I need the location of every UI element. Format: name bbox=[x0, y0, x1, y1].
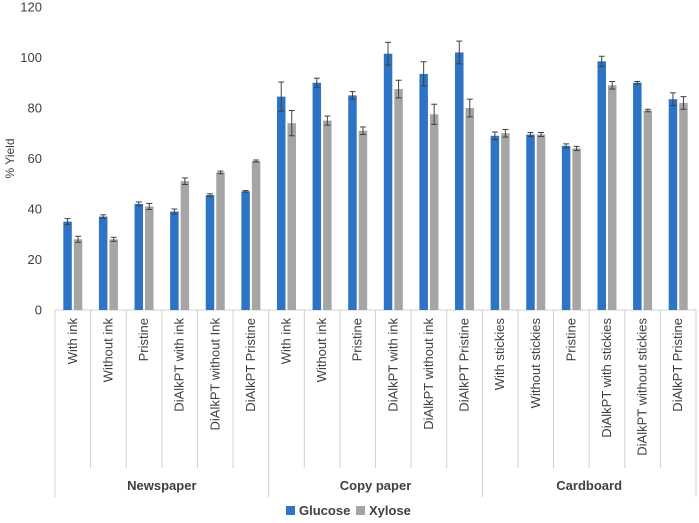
y-tick-label: 80 bbox=[28, 101, 42, 116]
bar-xylose bbox=[429, 114, 439, 310]
group-label: Copy paper bbox=[340, 478, 412, 493]
bar-glucose bbox=[383, 53, 393, 311]
group-label: Newspaper bbox=[127, 478, 196, 493]
bar-xylose bbox=[501, 133, 510, 310]
category-label: Pristine bbox=[350, 318, 365, 361]
category-label: DiAlkPT Pristine bbox=[670, 318, 685, 412]
bar-xylose bbox=[394, 89, 403, 310]
category-label: DiAlkPT without ink bbox=[421, 318, 436, 430]
bar-glucose bbox=[455, 52, 464, 310]
y-tick-label: 0 bbox=[35, 303, 42, 318]
bar-glucose bbox=[597, 61, 606, 310]
category-label: DiAlkPT with ink bbox=[385, 318, 400, 412]
category-label: Pristine bbox=[563, 318, 578, 361]
bar-glucose bbox=[276, 96, 286, 310]
bar-glucose bbox=[312, 82, 322, 310]
bar-xylose bbox=[109, 239, 118, 310]
y-tick-label: 40 bbox=[28, 202, 42, 217]
category-label: DiAlkPT Pristine bbox=[243, 318, 258, 412]
bar-xylose bbox=[180, 181, 190, 310]
bar-xylose bbox=[216, 172, 225, 310]
category-label: Without ink bbox=[314, 318, 329, 383]
bar-glucose bbox=[134, 203, 144, 310]
legend-swatch-glucose bbox=[286, 506, 295, 515]
bar-xylose bbox=[358, 130, 368, 310]
bar-glucose bbox=[205, 195, 215, 310]
bar-glucose bbox=[526, 134, 535, 310]
bar-xylose bbox=[607, 85, 617, 311]
legend-swatch-xylose bbox=[356, 506, 365, 515]
bar-glucose bbox=[490, 135, 500, 310]
bar-xylose bbox=[679, 102, 688, 310]
y-tick-label: 100 bbox=[20, 50, 42, 65]
category-label: Pristine bbox=[136, 318, 151, 361]
y-tick-label: 20 bbox=[28, 252, 42, 267]
bar-glucose bbox=[63, 221, 72, 310]
bar-xylose bbox=[287, 123, 296, 311]
category-label: Without stickies bbox=[528, 318, 543, 409]
category-label: DiAlkPT with stickies bbox=[599, 318, 614, 438]
category-label: With ink bbox=[278, 318, 293, 365]
bar-xylose bbox=[465, 108, 475, 310]
group-label: Cardboard bbox=[556, 478, 622, 493]
category-label: Without ink bbox=[100, 318, 115, 383]
category-label: DiAlkPT with ink bbox=[172, 318, 187, 412]
y-axis-title: % Yield bbox=[3, 138, 17, 178]
bar-glucose bbox=[241, 191, 250, 310]
bar-xylose bbox=[73, 239, 83, 310]
bar-glucose bbox=[668, 99, 678, 310]
bar-xylose bbox=[145, 206, 154, 310]
bar-glucose bbox=[419, 73, 428, 310]
bar-xylose bbox=[643, 110, 653, 311]
bar-xylose bbox=[251, 161, 261, 310]
bar-glucose bbox=[348, 95, 357, 310]
y-tick-label: 120 bbox=[20, 0, 42, 15]
bar-xylose bbox=[572, 148, 581, 310]
category-label: With stickies bbox=[492, 318, 507, 391]
category-label: DiAlkPT without Ink bbox=[207, 318, 222, 431]
legend-label: Glucose bbox=[299, 503, 350, 518]
category-label: DiAlkPT Pristine bbox=[457, 318, 472, 412]
category-label: DiAlkPT without stickies bbox=[635, 318, 650, 456]
legend-label: Xylose bbox=[369, 503, 411, 518]
bar-glucose bbox=[633, 82, 642, 310]
category-label: With ink bbox=[65, 318, 80, 365]
bar-glucose bbox=[170, 211, 179, 310]
bar-glucose bbox=[561, 145, 571, 310]
bar-glucose bbox=[98, 216, 108, 310]
y-tick-label: 60 bbox=[28, 151, 42, 166]
bar-xylose bbox=[323, 120, 332, 310]
bar-xylose bbox=[536, 134, 546, 310]
